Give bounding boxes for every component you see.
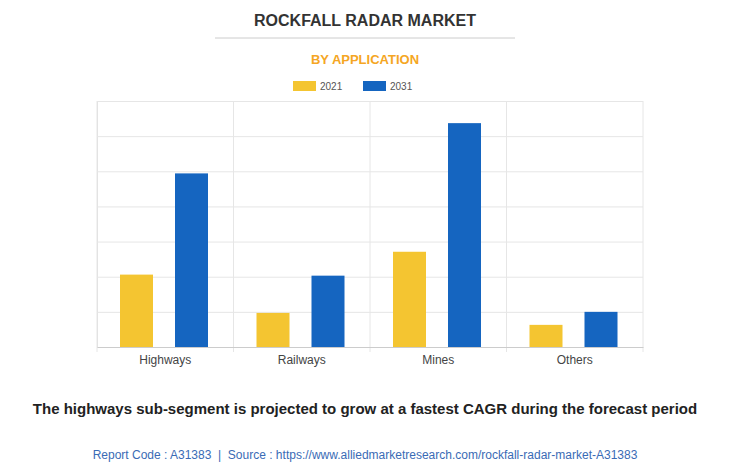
category-separator <box>643 101 644 352</box>
legend-label: 2031 <box>390 81 413 92</box>
chart: ROCKFALL RADAR MARKETBY APPLICATION20212… <box>0 0 730 473</box>
x-tick: Railways <box>278 353 326 367</box>
x-tick-label: Others <box>557 353 593 367</box>
title: ROCKFALL RADAR MARKET <box>254 12 476 29</box>
legend-item: 2031 <box>363 81 413 92</box>
legend-swatch <box>363 81 386 91</box>
x-tick: Others <box>557 353 593 367</box>
title-underline <box>215 38 515 39</box>
legend-item: 2021 <box>293 81 343 92</box>
bar <box>312 276 345 347</box>
x-tick-label: Highways <box>139 353 191 367</box>
x-tick: Mines <box>422 353 454 367</box>
x-tick: Highways <box>139 353 191 367</box>
category-separator <box>370 101 371 352</box>
bar <box>257 313 290 347</box>
caption: The highways sub-segment is projected to… <box>33 400 697 417</box>
category-separator <box>97 101 98 352</box>
y-tick <box>97 347 643 348</box>
legend-label: 2021 <box>320 81 343 92</box>
bar <box>393 252 426 347</box>
bar <box>175 173 208 347</box>
footer: Report Code : A31383 | Source : https://… <box>93 448 638 462</box>
legend: 2021 2031 <box>293 81 413 92</box>
plot: Highways Railways Mines Others <box>97 101 644 367</box>
category-separator <box>506 101 507 352</box>
bars <box>120 123 618 347</box>
x-axis: Highways Railways Mines Others <box>98 348 644 367</box>
legend-swatch <box>293 81 316 91</box>
x-tick-label: Mines <box>422 353 454 367</box>
x-axis-line <box>98 347 644 348</box>
category-separator <box>233 101 234 352</box>
bar <box>585 312 618 347</box>
subtitle: BY APPLICATION <box>311 52 419 67</box>
grid-line <box>97 347 643 348</box>
bar <box>120 275 153 347</box>
bar <box>448 123 481 347</box>
bar <box>530 325 563 347</box>
x-tick-label: Railways <box>278 353 326 367</box>
